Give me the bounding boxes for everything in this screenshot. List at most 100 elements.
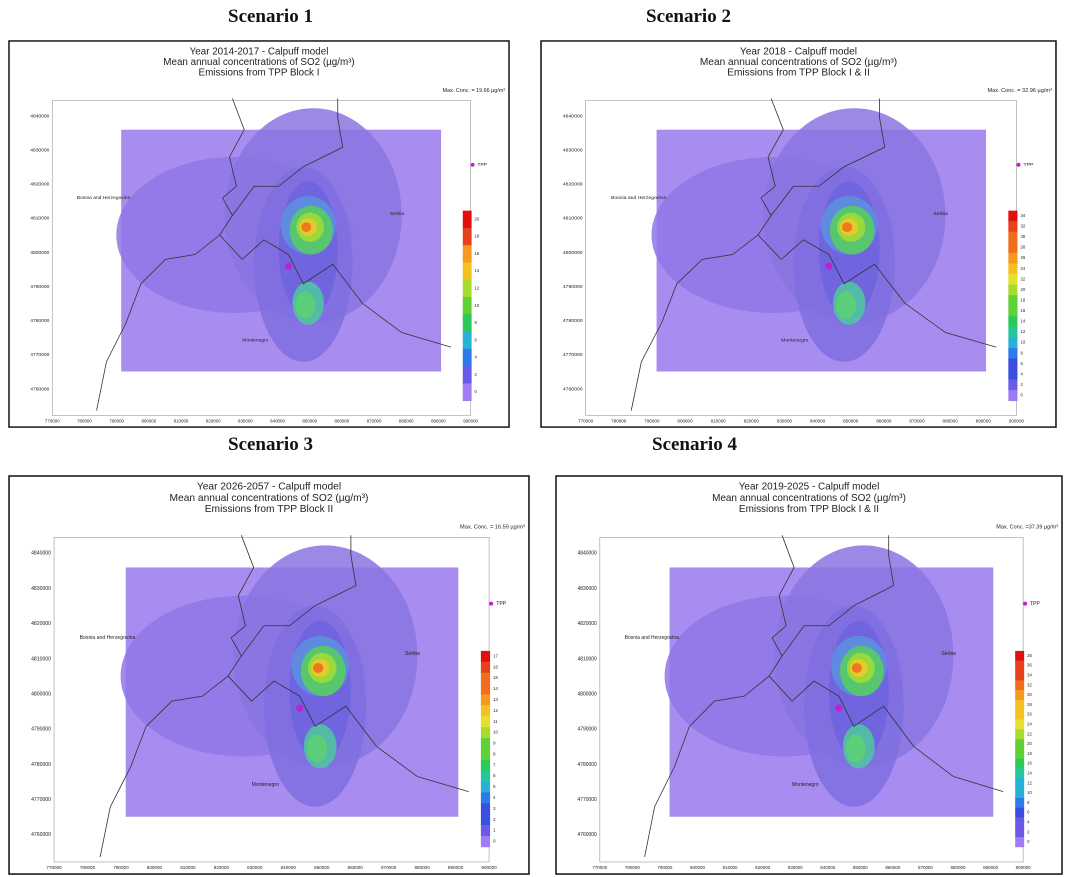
- x-tick-label: 820000: [206, 418, 221, 423]
- y-tick-label: 4790000: [31, 727, 51, 733]
- colorbar-swatch: [1015, 729, 1024, 739]
- tpp-marker: [835, 705, 842, 712]
- colorbar-swatch: [1008, 390, 1017, 401]
- colorbar-swatch: [481, 662, 490, 673]
- x-tick-label: 770000: [578, 418, 594, 423]
- x-tick-label: 770000: [46, 865, 62, 870]
- colorbar-swatch: [463, 383, 472, 401]
- map-panel: Year 2014-2017 - Calpuff modelMean annua…: [8, 40, 510, 430]
- region-label: Serbia: [941, 651, 956, 657]
- colorbar-label: 12: [1027, 780, 1032, 785]
- colorbar-swatch: [1008, 337, 1017, 348]
- panel-title: Year 2026-2057 - Calpuff model: [197, 482, 341, 493]
- colorbar-label: 30: [1027, 692, 1032, 697]
- x-tick-label: 810000: [180, 865, 196, 870]
- colorbar-swatch: [481, 673, 490, 684]
- region-label: Montenegro: [242, 338, 268, 344]
- colorbar-label: 13: [493, 697, 498, 702]
- colorbar-swatch: [1015, 680, 1024, 690]
- panel-title: Year 2019-2025 - Calpuff model: [739, 482, 880, 493]
- concentration-blob: [295, 292, 315, 319]
- panel-title: Mean annual concentrations of SO2 (µg/m³…: [163, 57, 354, 68]
- concentration-blob: [852, 663, 862, 673]
- x-tick-label: 880000: [951, 865, 966, 870]
- region-label: Montenegro: [781, 338, 808, 344]
- concentration-blob: [842, 222, 852, 232]
- colorbar-label: 22: [1021, 276, 1026, 281]
- colorbar-swatch: [1008, 295, 1017, 306]
- colorbar-label: 14: [475, 268, 480, 273]
- x-tick-label: 830000: [788, 865, 803, 870]
- colorbar-label: 18: [1027, 751, 1032, 756]
- region-label: Bosnia and Herzegovina: [611, 195, 666, 201]
- colorbar-swatch: [1008, 306, 1017, 317]
- colorbar-label: 34: [1021, 213, 1026, 218]
- y-tick-label: 4820000: [31, 621, 51, 627]
- x-tick-label: 820000: [755, 865, 770, 870]
- colorbar-swatch: [1008, 359, 1017, 370]
- colorbar-swatch: [1008, 285, 1017, 296]
- colorbar-swatch: [463, 349, 472, 367]
- panel-title: Year 2018 - Calpuff model: [740, 46, 857, 57]
- colorbar-label: 22: [1027, 731, 1032, 736]
- colorbar-label: 17: [493, 653, 498, 658]
- colorbar-label: 26: [1027, 712, 1032, 717]
- colorbar-swatch: [481, 716, 490, 727]
- y-tick-label: 4770000: [30, 352, 49, 358]
- colorbar-label: 10: [475, 303, 480, 308]
- y-tick-label: 4840000: [30, 113, 49, 119]
- colorbar-label: 20: [475, 216, 480, 221]
- y-tick-label: 4780000: [30, 318, 49, 324]
- x-tick-label: 800000: [147, 865, 163, 870]
- colorbar-swatch: [481, 684, 490, 695]
- colorbar-label: 30: [1021, 234, 1026, 239]
- y-tick-label: 4820000: [563, 182, 583, 188]
- colorbar-swatch: [481, 694, 490, 705]
- x-tick-label: 850000: [314, 865, 330, 870]
- colorbar-label: 26: [1021, 255, 1026, 260]
- x-tick-label: 770000: [45, 418, 60, 423]
- colorbar-label: 20: [1027, 741, 1032, 746]
- concentration-blob: [846, 734, 866, 762]
- colorbar-swatch: [481, 825, 490, 836]
- y-tick-label: 4840000: [577, 551, 597, 557]
- region-label: Bosnia and Herzegovina: [80, 635, 136, 641]
- y-tick-label: 4840000: [31, 551, 51, 557]
- x-tick-label: 840000: [281, 865, 297, 870]
- colorbar-label: 18: [475, 234, 480, 239]
- x-tick-label: 790000: [644, 418, 660, 423]
- colorbar-label: 34: [1027, 672, 1032, 677]
- y-tick-label: 4820000: [577, 621, 597, 627]
- y-tick-label: 4830000: [563, 148, 583, 154]
- x-tick-label: 790000: [109, 418, 124, 423]
- colorbar-swatch: [1015, 827, 1024, 837]
- colorbar-label: 16: [493, 664, 498, 669]
- legend-label: TPP: [1024, 162, 1035, 168]
- colorbar-swatch: [463, 332, 472, 350]
- map-panel: Year 2019-2025 - Calpuff modelMean annua…: [555, 475, 1063, 877]
- colorbar-swatch: [1015, 769, 1024, 779]
- x-tick-label: 870000: [909, 418, 925, 423]
- colorbar-swatch: [1008, 232, 1017, 243]
- colorbar-swatch: [463, 297, 472, 315]
- colorbar-swatch: [1008, 263, 1017, 274]
- colorbar-swatch: [481, 803, 490, 814]
- max-conc: Max. Conc. = 16.59 µg/m³: [460, 525, 525, 531]
- colorbar-swatch: [1015, 808, 1024, 818]
- y-tick-label: 4800000: [563, 250, 583, 256]
- y-tick-label: 4770000: [563, 352, 583, 358]
- x-tick-label: 820000: [214, 865, 230, 870]
- colorbar-swatch: [1015, 651, 1024, 661]
- x-tick-label: 870000: [367, 418, 382, 423]
- colorbar-swatch: [481, 836, 490, 847]
- colorbar-swatch: [481, 792, 490, 803]
- colorbar-label: 24: [1021, 266, 1026, 271]
- colorbar-label: 28: [1021, 245, 1026, 250]
- concentration-blob: [313, 663, 323, 673]
- region-label: Bosnia and Herzegovina: [625, 635, 679, 641]
- colorbar-swatch: [463, 211, 472, 229]
- y-tick-label: 4780000: [31, 762, 51, 768]
- max-conc: Max. Conc. = 19.66 µg/m³: [443, 88, 506, 94]
- panel-title: Emissions from TPP Block I: [199, 68, 320, 79]
- x-tick-label: 820000: [744, 418, 760, 423]
